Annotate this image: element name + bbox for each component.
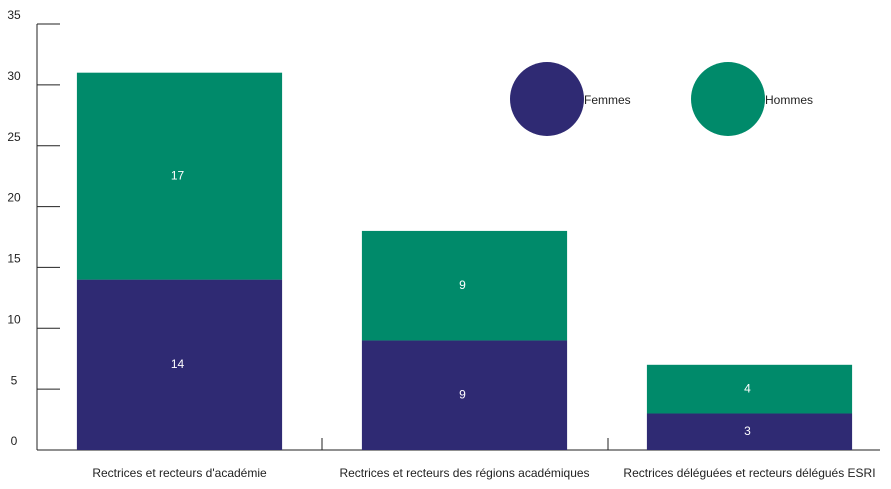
x-tick-label: Rectrices et recteurs des régions académ… <box>339 466 589 480</box>
bar-segment <box>76 279 283 450</box>
bar-segment <box>361 230 568 341</box>
legend-label: Femmes <box>584 93 631 107</box>
legend-swatch <box>510 62 584 136</box>
y-tick-label: 10 <box>7 312 21 326</box>
legend-swatch <box>691 62 765 136</box>
y-tick-label: 25 <box>7 130 21 144</box>
value-label: 14 <box>171 357 185 371</box>
value-label: 4 <box>744 381 751 395</box>
x-tick-label: Rectrices déléguées et recteurs délégués… <box>623 466 875 480</box>
y-tick-label: 35 <box>7 8 21 22</box>
bar-segment <box>646 413 853 450</box>
bar-segment <box>76 72 283 280</box>
y-tick-label: 15 <box>7 252 21 266</box>
y-tick-label: 0 <box>11 434 18 448</box>
bar-segment <box>361 340 568 450</box>
value-label: 17 <box>171 168 185 182</box>
y-tick-label: 20 <box>7 191 21 205</box>
x-tick-label: Rectrices et recteurs d'académie <box>92 466 267 480</box>
y-tick-label: 30 <box>7 69 21 83</box>
legend-label: Hommes <box>765 93 813 107</box>
value-label: 3 <box>744 424 751 438</box>
value-label: 9 <box>459 278 466 292</box>
y-tick-label: 5 <box>11 373 18 387</box>
value-label: 9 <box>459 387 466 401</box>
bar-segment <box>646 364 853 414</box>
